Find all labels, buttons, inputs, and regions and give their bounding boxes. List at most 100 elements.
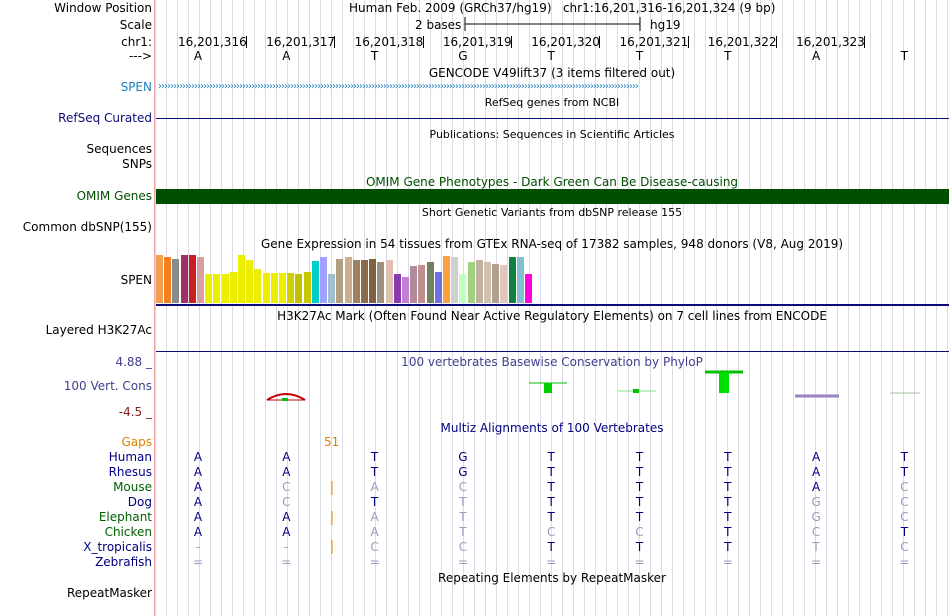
label-separator xyxy=(154,0,155,616)
ruler-tick xyxy=(510,36,512,48)
window-position-label: Window Position xyxy=(54,1,152,15)
species-label[interactable]: Rhesus xyxy=(108,465,152,479)
gtex-tissue-bar[interactable] xyxy=(418,265,426,303)
publications-sequences-label[interactable]: Sequences xyxy=(86,142,152,156)
gtex-tissue-bar[interactable] xyxy=(287,273,295,303)
gtex-tissue-bar[interactable] xyxy=(229,272,237,303)
alignment-base: T xyxy=(459,525,467,539)
gtex-tissue-bar[interactable] xyxy=(246,260,254,303)
gtex-tissue-bar[interactable] xyxy=(377,262,385,303)
species-label[interactable]: Chicken xyxy=(104,525,152,539)
ruler-position: 16,201,317 xyxy=(266,35,336,49)
refseq-label[interactable]: RefSeq Curated xyxy=(58,111,152,125)
alignment-base: A xyxy=(193,495,203,509)
gtex-tissue-bar[interactable] xyxy=(180,255,188,303)
multiz-track-title: Multiz Alignments of 100 Vertebrates xyxy=(440,421,664,435)
species-label[interactable]: Dog xyxy=(127,495,152,509)
gtex-gene-label[interactable]: SPEN xyxy=(120,273,152,287)
alignment-base: T xyxy=(547,480,555,494)
gtex-tissue-bar[interactable] xyxy=(492,264,500,303)
alignment-base: C xyxy=(370,540,379,554)
gencode-gene-feature[interactable]: ››››››››››››››››››››››››››››››››››››››››… xyxy=(158,81,639,92)
gtex-tissue-bar[interactable] xyxy=(410,266,418,303)
gtex-tissue-bar[interactable] xyxy=(221,274,229,303)
repeatmasker-label[interactable]: RepeatMasker xyxy=(66,586,152,600)
species-label[interactable]: Human xyxy=(108,450,152,464)
alignment-base: A xyxy=(282,465,291,479)
strand-arrow-label: ---> xyxy=(128,49,152,63)
gtex-tissue-bar[interactable] xyxy=(172,259,180,303)
gtex-tissue-bar[interactable] xyxy=(393,274,401,303)
gtex-tissue-bar[interactable] xyxy=(426,262,434,303)
gtex-tissue-bar[interactable] xyxy=(443,256,450,303)
chrom-label: chr1: xyxy=(121,35,152,49)
publications-snps-label[interactable]: SNPs xyxy=(122,157,152,171)
gtex-tissue-bar[interactable] xyxy=(344,257,352,303)
gtex-tissue-bar[interactable] xyxy=(508,257,516,303)
refseq-gene-feature[interactable] xyxy=(156,118,949,119)
gtex-tissue-bar[interactable] xyxy=(328,274,336,303)
species-label[interactable]: Mouse xyxy=(113,480,152,494)
dbsnp-track-title: Short Genetic Variants from dbSNP releas… xyxy=(421,206,683,219)
gtex-tissue-bar[interactable] xyxy=(295,274,303,303)
gtex-tissue-bar[interactable] xyxy=(402,277,409,303)
gtex-tissue-bar[interactable] xyxy=(254,269,262,303)
gtex-tissue-bar[interactable] xyxy=(500,265,508,303)
gtex-tissue-bar[interactable] xyxy=(270,273,278,303)
window-position-value: Human Feb. 2009 (GRCh37/hg19) chr1:16,20… xyxy=(349,1,776,15)
gtex-tissue-bar[interactable] xyxy=(525,274,532,303)
gtex-tissue-bar[interactable] xyxy=(238,255,245,303)
alignment-base: T xyxy=(900,450,909,464)
gtex-tissue-bar[interactable] xyxy=(484,262,491,303)
ruler-tick xyxy=(422,36,424,48)
gtex-tissue-bar[interactable] xyxy=(361,260,368,303)
gtex-tissue-bar[interactable] xyxy=(303,272,311,303)
cons-label[interactable]: 100 Vert. Cons xyxy=(63,379,152,393)
reference-base: A xyxy=(193,49,203,63)
gtex-tissue-bar[interactable] xyxy=(459,274,467,303)
gtex-tissue-bar[interactable] xyxy=(451,257,459,303)
species-label[interactable]: Zebrafish xyxy=(95,555,152,569)
gtex-tissue-bar[interactable] xyxy=(188,255,196,303)
gtex-tissue-bar[interactable] xyxy=(156,255,163,303)
omim-feature-bar[interactable] xyxy=(156,189,949,204)
gtex-tissue-bar[interactable] xyxy=(467,262,475,303)
gtex-tissue-bar[interactable] xyxy=(369,259,377,303)
ruler-position: 16,201,319 xyxy=(442,35,512,49)
gtex-tissue-bar[interactable] xyxy=(336,259,344,303)
gtex-bar-chart[interactable] xyxy=(156,255,536,303)
omim-label[interactable]: OMIM Genes xyxy=(76,189,152,203)
gtex-track-title: Gene Expression in 54 tissues from GTEx … xyxy=(260,237,844,251)
gtex-tissue-bar[interactable] xyxy=(434,272,442,303)
gtex-tissue-bar[interactable] xyxy=(516,257,524,303)
alignment-base: A xyxy=(370,510,379,524)
species-label[interactable]: Elephant xyxy=(98,510,152,524)
dbsnp-label[interactable]: Common dbSNP(155) xyxy=(22,220,152,234)
gtex-tissue-bar[interactable] xyxy=(320,257,327,303)
gtex-tissue-bar[interactable] xyxy=(164,257,172,303)
gtex-tissue-bar[interactable] xyxy=(213,274,221,303)
gtex-tissue-bar[interactable] xyxy=(262,273,270,303)
gtex-tissue-bar[interactable] xyxy=(205,274,213,303)
gtex-tissue-bar[interactable] xyxy=(279,273,286,303)
alignment-base: G xyxy=(458,450,468,464)
alignment-base: C xyxy=(458,480,468,494)
gtex-tissue-bar[interactable] xyxy=(352,260,360,303)
alignment-base: C xyxy=(900,495,909,509)
reference-base: A xyxy=(811,49,821,63)
gtex-tissue-bar[interactable] xyxy=(475,260,483,303)
gtex-tissue-bar[interactable] xyxy=(311,261,319,303)
alignment-base: C xyxy=(811,525,821,539)
species-label[interactable]: X_tropicalis xyxy=(83,540,152,554)
alignment-base: T xyxy=(900,465,909,479)
ruler-tick xyxy=(599,36,601,48)
gtex-tissue-bar[interactable] xyxy=(197,257,204,303)
gtex-tissue-bar[interactable] xyxy=(385,260,393,303)
alignment-base: = xyxy=(192,555,204,569)
alignment-base: T xyxy=(812,540,820,554)
alignment-base: T xyxy=(370,450,379,464)
h3k27ac-label[interactable]: Layered H3K27Ac xyxy=(45,323,152,337)
gencode-gene-label[interactable]: SPEN xyxy=(120,80,152,94)
